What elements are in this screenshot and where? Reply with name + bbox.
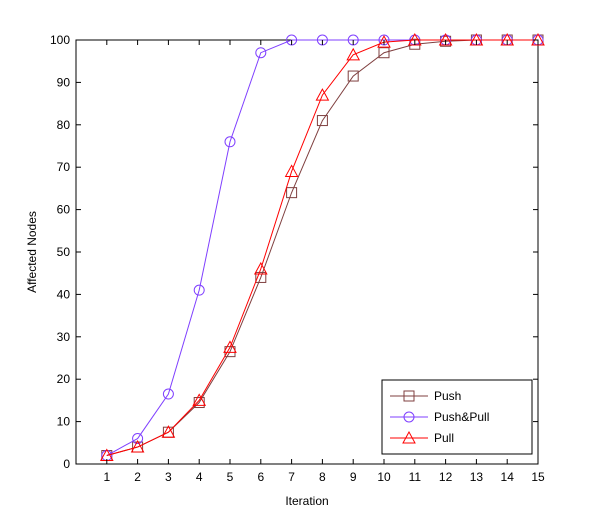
y-tick-label: 30 bbox=[57, 330, 71, 344]
y-tick-label: 50 bbox=[57, 245, 71, 259]
y-tick-label: 40 bbox=[57, 287, 71, 301]
y-tick-label: 10 bbox=[57, 415, 71, 429]
data-point bbox=[377, 35, 391, 48]
data-point bbox=[224, 136, 236, 148]
x-tick-label: 13 bbox=[470, 470, 484, 484]
data-point bbox=[130, 439, 145, 453]
legend-marker bbox=[403, 390, 415, 402]
x-tick-label: 2 bbox=[134, 470, 141, 484]
x-tick-label: 15 bbox=[531, 470, 545, 484]
legend-marker bbox=[402, 430, 416, 444]
x-tick-label: 11 bbox=[409, 470, 422, 484]
data-point bbox=[346, 47, 361, 61]
data-point bbox=[132, 433, 144, 445]
data-point bbox=[255, 47, 267, 59]
data-point bbox=[255, 271, 267, 283]
legend-label: Push bbox=[434, 389, 461, 403]
data-point bbox=[316, 115, 328, 127]
x-tick-label: 9 bbox=[350, 470, 357, 484]
series-line bbox=[106, 39, 538, 457]
data-point bbox=[284, 164, 299, 177]
data-point bbox=[223, 340, 237, 353]
y-tick-label: 20 bbox=[57, 372, 71, 386]
x-tick-label: 4 bbox=[196, 470, 203, 484]
series-pull bbox=[99, 32, 545, 462]
y-tick-label: 80 bbox=[57, 118, 71, 132]
legend: Push Push&Pull Pull bbox=[381, 379, 533, 455]
data-point bbox=[378, 47, 390, 59]
y-tick-label: 0 bbox=[63, 457, 70, 471]
data-point bbox=[347, 70, 359, 82]
x-tick-label: 8 bbox=[319, 470, 326, 484]
data-point bbox=[286, 187, 298, 199]
data-point bbox=[253, 261, 268, 275]
y-tick-label: 90 bbox=[57, 75, 71, 89]
x-tick-label: 5 bbox=[227, 470, 234, 484]
x-tick-label: 7 bbox=[288, 470, 295, 484]
x-tick-label: 12 bbox=[439, 470, 453, 484]
data-point bbox=[409, 38, 421, 50]
data-point bbox=[162, 388, 174, 400]
x-tick-label: 6 bbox=[257, 470, 264, 484]
y-tick-label: 70 bbox=[57, 160, 71, 174]
data-point bbox=[193, 397, 205, 409]
series-layer bbox=[99, 32, 545, 462]
legend-label: Pull bbox=[434, 431, 454, 445]
legend-marker bbox=[403, 411, 415, 423]
x-tick-label: 1 bbox=[103, 470, 110, 484]
x-axis-label: Iteration bbox=[285, 494, 328, 508]
data-point bbox=[161, 425, 176, 438]
x-tick-label: 3 bbox=[165, 470, 172, 484]
data-point bbox=[193, 284, 205, 296]
y-axis-label: Affected Nodes bbox=[25, 211, 39, 293]
x-tick-label: 14 bbox=[501, 470, 515, 484]
legend-label: Push&Pull bbox=[434, 410, 489, 424]
data-point bbox=[315, 88, 330, 101]
x-tick-label: 10 bbox=[377, 470, 391, 484]
y-tick-label: 60 bbox=[57, 203, 71, 217]
data-point bbox=[192, 393, 207, 406]
y-tick-label: 100 bbox=[50, 33, 70, 47]
